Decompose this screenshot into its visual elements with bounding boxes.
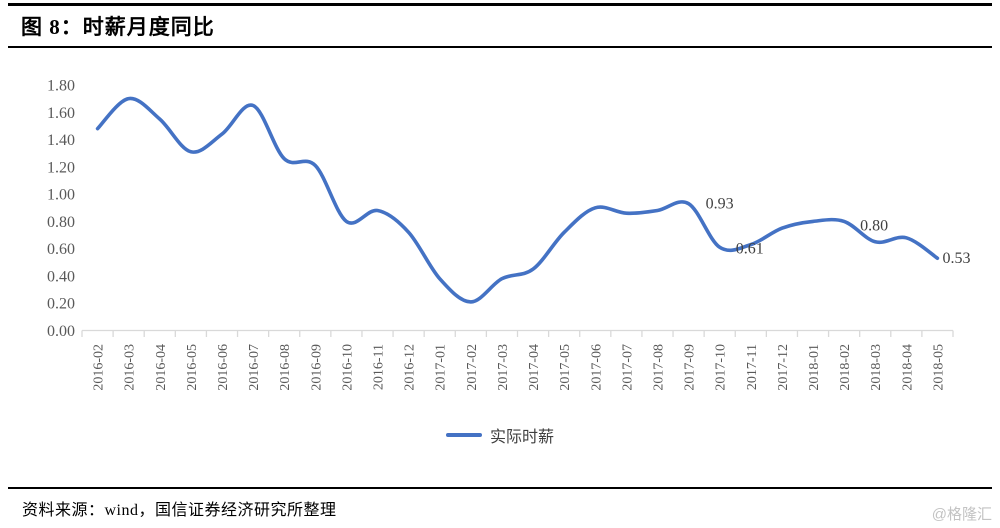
y-tick-label: 0.80 [47, 214, 75, 231]
chart-title: 图 8：时薪月度同比 [21, 15, 215, 39]
x-tick-label: 2016-03 [123, 344, 138, 391]
x-tick-label: 2017-11 [745, 344, 760, 390]
y-tick-label: 0.40 [47, 268, 75, 285]
x-tick-label: 2017-02 [465, 344, 480, 391]
y-tick-label: 1.40 [47, 132, 75, 149]
y-tick-label: 1.60 [47, 105, 75, 122]
top-divider [8, 3, 992, 6]
x-tick-label: 2017-10 [714, 344, 729, 391]
x-tick-label: 2017-04 [527, 344, 542, 391]
x-tick-label: 2018-04 [900, 344, 915, 391]
y-tick-label: 1.00 [47, 187, 75, 204]
x-tick-label: 2018-01 [807, 344, 822, 391]
x-tick-label: 2018-03 [869, 344, 884, 391]
x-tick-label: 2016-10 [340, 344, 355, 391]
footer-divider [8, 487, 992, 489]
data-label: 0.53 [942, 250, 970, 267]
x-tick-label: 2018-05 [931, 344, 946, 391]
source-text: 资料来源：wind，国信证券经济研究所整理 [22, 502, 337, 519]
y-tick-label: 1.20 [47, 159, 75, 176]
chart-legend: 实际时薪 [0, 423, 1000, 447]
x-tick-label: 2016-08 [278, 344, 293, 391]
x-tick-label: 2016-11 [372, 344, 387, 390]
y-tick-label: 0.20 [47, 296, 75, 313]
y-tick-label: 0.00 [47, 323, 75, 340]
series-line [95, 96, 940, 304]
watermark: @格隆汇 [931, 506, 992, 523]
x-tick-label: 2017-07 [620, 344, 635, 391]
y-tick-label: 1.80 [47, 78, 75, 95]
x-tick-label: 2017-06 [589, 344, 604, 391]
data-label: 0.61 [736, 240, 764, 257]
x-tick-label: 2017-05 [558, 344, 573, 391]
x-tick-label: 2017-12 [776, 344, 791, 391]
x-tick-label: 2017-08 [651, 344, 666, 391]
x-tick-label: 2017-03 [496, 344, 511, 391]
data-label: 0.93 [706, 196, 734, 213]
x-tick-label: 2016-05 [185, 344, 200, 391]
x-tick-label: 2018-02 [838, 344, 853, 391]
x-tick-label: 2016-04 [154, 344, 169, 391]
x-tick-label: 2016-02 [92, 344, 107, 391]
x-tick-label: 2017-09 [683, 344, 698, 391]
x-tick-label: 2016-09 [309, 344, 324, 391]
x-tick-label: 2016-06 [216, 344, 231, 391]
chart-svg: 0.00 0.20 0.40 0.60 0.80 1.00 1.20 1.40 1.60 1.80… [47, 78, 970, 391]
x-tick-label: 2016-07 [247, 344, 262, 391]
data-label: 0.80 [860, 217, 888, 234]
legend-label: 实际时薪 [489, 429, 554, 446]
legend-line-swatch [445, 432, 482, 438]
y-tick-label: 0.60 [47, 241, 75, 258]
x-tick-label: 2017-01 [434, 344, 449, 391]
title-divider [8, 46, 992, 48]
x-tick-label: 2016-12 [403, 344, 418, 391]
